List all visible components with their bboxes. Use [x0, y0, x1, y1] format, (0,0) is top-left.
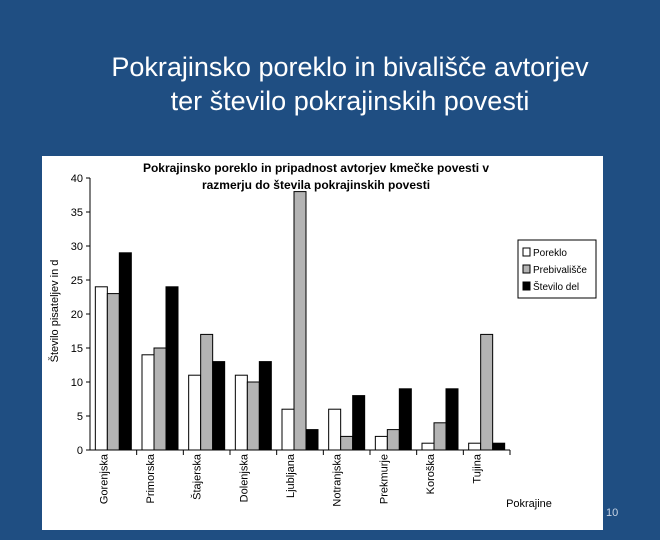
- bar-chart: Pokrajinsko poreklo in pripadnost avtorj…: [48, 161, 597, 510]
- bar-1: [234, 374, 248, 451]
- legend-swatch: [522, 281, 531, 291]
- bar-2: [433, 422, 447, 451]
- legend-swatch: [522, 264, 531, 274]
- x-axis-label: Pokrajine: [506, 498, 552, 510]
- category-label: Dolenjska: [238, 453, 250, 502]
- bar-1: [374, 435, 388, 451]
- bar-3: [305, 429, 319, 451]
- bar-2: [293, 191, 307, 451]
- y-tick-label: 25: [71, 275, 83, 287]
- legend-label: Prebivališče: [533, 265, 587, 276]
- bar-1: [141, 354, 155, 451]
- y-tick-label: 5: [77, 411, 83, 423]
- bar-3: [258, 361, 272, 451]
- slide-title: Pokrajinsko poreklo in bivališče avtorje…: [60, 50, 640, 118]
- bar-3: [352, 395, 366, 451]
- category-label: Gorenjska: [98, 453, 110, 504]
- bar-2: [480, 333, 494, 451]
- legend-label: Število del: [533, 280, 579, 293]
- bar-1: [468, 442, 482, 451]
- bar-1: [328, 408, 342, 451]
- legend-label: Poreklo: [533, 248, 567, 259]
- category-label: Štajerska: [191, 453, 204, 500]
- bar-3: [445, 388, 459, 451]
- slide-title-line2: ter število pokrajinskih povesti: [170, 86, 530, 116]
- bar-1: [281, 408, 295, 451]
- y-tick-label: 0: [77, 445, 83, 457]
- bar-2: [106, 293, 120, 451]
- chart-title-line1: Pokrajinsko poreklo in pripadnost avtorj…: [143, 161, 489, 175]
- category-label: Prekmurje: [378, 454, 390, 504]
- page-number: 10: [606, 507, 619, 519]
- plot-area: 0 5 10 15 20 25 30 35 40 Gorenjska Primorska Štajer…: [71, 173, 511, 507]
- category-label: Tujina: [472, 453, 484, 483]
- bar-1: [421, 442, 435, 451]
- y-tick-label: 40: [71, 173, 83, 185]
- bar-3: [212, 361, 226, 451]
- slide-title-line1: Pokrajinsko poreklo in bivališče avtorje…: [111, 52, 589, 82]
- bar-2: [340, 435, 354, 451]
- category-label: Ljubljana: [285, 453, 297, 498]
- category-label: Primorska: [145, 453, 157, 503]
- y-tick-label: 10: [71, 377, 83, 389]
- y-tick-label: 35: [71, 207, 83, 219]
- category-label: Notranjska: [332, 453, 344, 506]
- y-tick-label: 20: [71, 309, 83, 321]
- legend: Poreklo Prebivališče Število del: [517, 239, 597, 299]
- legend-box: [517, 239, 597, 299]
- chart-panel: Pokrajinsko poreklo in pripadnost avtorj…: [42, 156, 603, 530]
- bar-1: [94, 286, 108, 451]
- bar-3: [118, 252, 132, 451]
- y-tick-label: 15: [71, 343, 83, 355]
- category-label: Koroška: [425, 453, 437, 494]
- bar-3: [165, 286, 179, 451]
- legend-swatch: [522, 247, 531, 257]
- y-axis-label: Število pisateljev in d: [48, 260, 61, 363]
- bar-1: [188, 374, 202, 451]
- bar-2: [386, 429, 400, 451]
- chart-title-line2: razmerju do števila pokrajinskih povesti: [202, 178, 430, 192]
- bar-3: [492, 442, 506, 451]
- bar-2: [246, 381, 260, 451]
- bar-2: [153, 347, 167, 451]
- bar-3: [398, 388, 412, 451]
- y-tick-label: 30: [71, 241, 83, 253]
- bar-2: [200, 333, 214, 451]
